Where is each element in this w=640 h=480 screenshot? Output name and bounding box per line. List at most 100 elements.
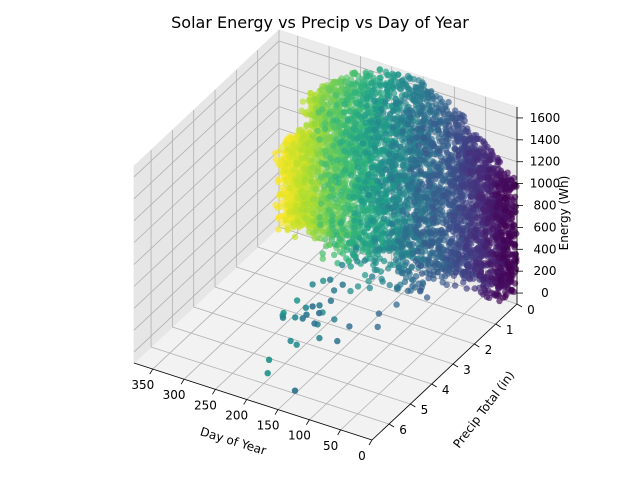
data-point — [372, 238, 379, 245]
data-point — [309, 171, 316, 178]
data-point — [353, 159, 361, 166]
data-point — [351, 217, 358, 224]
data-point — [453, 223, 461, 231]
data-point — [435, 184, 443, 191]
data-point — [321, 125, 329, 133]
data-point — [496, 158, 504, 166]
data-point — [351, 182, 359, 190]
data-point — [446, 122, 453, 129]
data-point — [401, 218, 409, 225]
data-point — [421, 124, 428, 132]
data-point — [375, 166, 382, 173]
data-point — [463, 262, 471, 269]
data-point — [377, 179, 384, 186]
data-point — [318, 200, 325, 208]
gridline-day-floor — [152, 232, 299, 370]
data-point — [354, 283, 362, 290]
data-point — [311, 120, 319, 127]
data-point — [399, 190, 406, 197]
data-point — [464, 235, 471, 243]
data-point — [340, 204, 347, 212]
data-point — [397, 97, 405, 104]
data-point — [320, 277, 327, 284]
data-point — [345, 239, 353, 246]
data-point — [474, 184, 481, 192]
data-point — [429, 95, 436, 103]
data-point — [429, 116, 437, 123]
data-point — [410, 198, 418, 206]
data-point — [300, 200, 307, 208]
data-point — [315, 109, 322, 116]
y-tick-mark — [431, 383, 437, 388]
data-point — [460, 252, 467, 259]
data-point — [457, 216, 464, 224]
z-tick-label: 0 — [541, 286, 549, 300]
data-point — [334, 337, 341, 345]
data-point — [294, 219, 302, 226]
data-point — [467, 178, 474, 185]
data-point — [401, 233, 408, 240]
data-point — [364, 171, 372, 179]
data-point — [409, 178, 416, 186]
data-point — [392, 256, 399, 264]
data-point — [449, 114, 456, 122]
data-point — [375, 118, 383, 125]
data-point — [390, 261, 397, 269]
data-point — [425, 275, 432, 282]
data-point — [421, 135, 428, 142]
data-point — [480, 260, 488, 267]
data-point — [367, 70, 374, 77]
data-point — [292, 202, 300, 210]
data-point — [485, 287, 492, 294]
data-point — [312, 186, 319, 193]
z-tick-label: 1400 — [530, 133, 561, 147]
data-point — [416, 142, 423, 149]
data-point — [380, 146, 387, 153]
x-tick-label: 100 — [288, 429, 311, 443]
data-point — [481, 181, 488, 189]
data-point — [493, 202, 500, 210]
data-point — [401, 278, 409, 286]
data-point — [438, 273, 446, 280]
data-point — [500, 270, 507, 278]
data-point — [496, 242, 503, 249]
z-tick-label: 200 — [534, 264, 557, 278]
z-tick-label: 600 — [534, 220, 557, 234]
data-point — [350, 193, 357, 201]
data-point — [401, 202, 409, 209]
data-point — [419, 180, 426, 188]
data-point — [311, 95, 318, 103]
data-point — [327, 276, 334, 283]
data-point — [309, 209, 316, 216]
data-point — [322, 217, 329, 224]
data-point — [351, 224, 358, 231]
data-point — [338, 138, 346, 145]
data-point — [455, 151, 462, 159]
data-point — [368, 80, 376, 87]
data-point — [435, 126, 442, 134]
data-point — [418, 270, 426, 277]
gridline-precip-floor — [150, 346, 390, 425]
data-point — [432, 120, 439, 128]
data-point — [316, 309, 323, 317]
data-point — [477, 252, 485, 259]
data-point — [320, 94, 327, 102]
data-point — [399, 207, 406, 214]
data-point — [307, 111, 314, 118]
data-point — [426, 125, 433, 132]
data-point — [342, 78, 349, 85]
data-point — [347, 205, 354, 213]
data-point — [385, 151, 392, 158]
data-point — [406, 138, 414, 145]
data-point — [419, 102, 426, 110]
data-point — [285, 145, 292, 153]
data-point — [361, 112, 368, 119]
data-point — [369, 163, 376, 171]
data-point — [426, 267, 433, 274]
data-point — [283, 201, 290, 209]
data-point — [431, 190, 438, 197]
data-point — [326, 110, 333, 118]
data-point — [317, 235, 324, 242]
data-point — [426, 173, 433, 180]
x-tick-label: 0 — [358, 449, 366, 463]
